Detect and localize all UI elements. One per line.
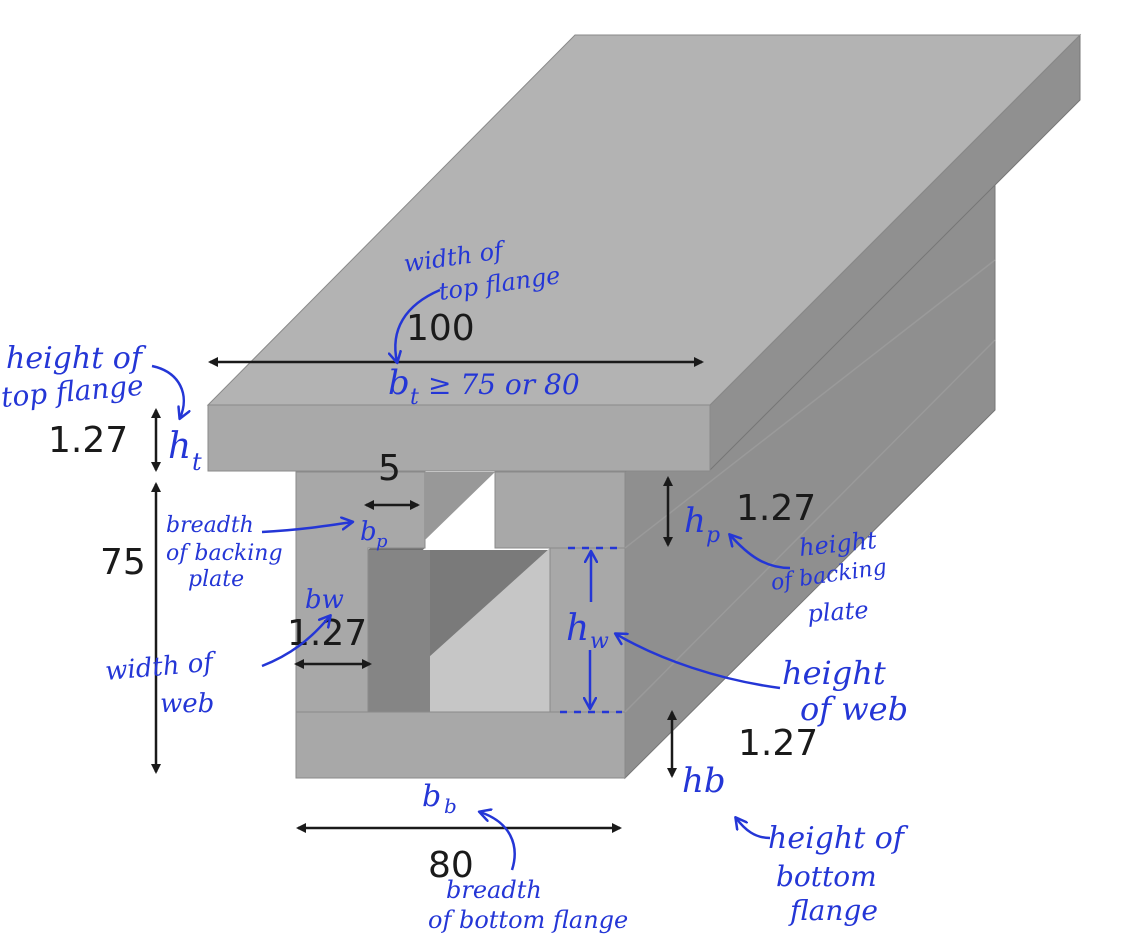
hb-label: hb (682, 761, 726, 801)
bb-subscript: b (444, 794, 457, 818)
hw-subscript: w (590, 629, 609, 654)
annotations: width of top flange b t ≥ 75 or 80 heigh… (0, 236, 909, 934)
height-of-top-flange-label: height of (6, 341, 147, 376)
left-backing-plate-top (425, 472, 495, 540)
ht-label: h (168, 426, 191, 467)
breadth-of-backing-plate-label: plate (188, 567, 244, 592)
dimension-100: 100 (406, 308, 475, 349)
dimension-80: 80 (428, 845, 474, 886)
width-of-web-pointer (261, 616, 330, 668)
bb-label: b (422, 779, 441, 814)
ht-subscript: t (192, 448, 202, 476)
height-of-web-pointer (616, 634, 781, 690)
breadth-of-backing-plate-label: breadth (166, 513, 254, 538)
right-backing-plate-front (494, 471, 626, 549)
height-of-top-flange-pointer (151, 364, 184, 418)
width-of-top-flange-pointer (395, 288, 441, 362)
side-edge-line (624, 259, 996, 549)
hp-label: h (684, 501, 706, 541)
width-of-web-label: web (160, 689, 214, 719)
breadth-of-bottom-flange-pointer (480, 812, 516, 871)
dimension-bottom-flange-height: 1.27 (738, 723, 818, 764)
right-web-front (549, 547, 626, 713)
height-of-bottom-flange-label: bottom (776, 860, 877, 893)
width-of-web-label: width of (104, 647, 219, 687)
bt-label: b (388, 363, 410, 403)
bt-constraint: ≥ 75 or 80 (428, 368, 580, 401)
height-of-bottom-flange-pointer (736, 818, 771, 840)
dimension-lines (151, 357, 704, 833)
height-of-web-label: height (782, 654, 886, 692)
height-of-bottom-flange-label: flange (788, 894, 878, 927)
hp-subscript: p (706, 523, 720, 548)
side-edge-line (624, 339, 996, 713)
dimension-top-flange-height: 1.27 (48, 420, 128, 461)
height-of-backing-plate-pointer (730, 535, 791, 570)
top-flange-front-face (207, 404, 711, 472)
height-of-backing-plate-label: plate (806, 596, 869, 628)
breadth-of-backing-plate-label: of backing (166, 541, 283, 566)
height-of-bottom-flange-label: height of (768, 821, 909, 856)
height-of-web-label: of web (800, 690, 908, 728)
hw-label: h (566, 608, 589, 649)
bp-subscript: p (376, 531, 388, 552)
breadth-of-bottom-flange-label: breadth (446, 876, 542, 904)
dimension-75: 75 (100, 542, 146, 583)
cavity-left-inner (368, 550, 430, 712)
bp-label: b (360, 517, 377, 547)
bt-subscript: t (410, 385, 419, 410)
bw-label: bw (305, 585, 344, 615)
breadth-of-backing-plate-pointer (261, 522, 352, 534)
dimension-backing-plate-height: 1.27 (736, 488, 816, 529)
dimension-values: 100 1.27 75 5 1.27 1.27 1.27 80 (48, 308, 818, 886)
bottom-flange-front (295, 711, 626, 779)
dimension-5: 5 (378, 448, 401, 489)
beam-body (206, 33, 1082, 780)
breadth-of-bottom-flange-label: of bottom flange (428, 906, 628, 934)
